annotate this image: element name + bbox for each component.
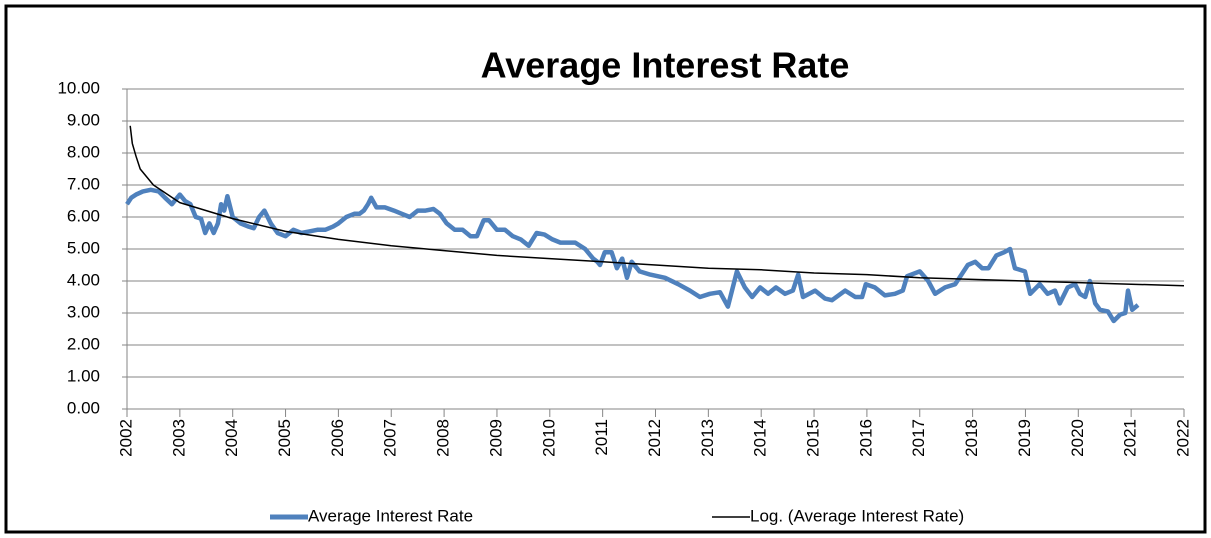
- x-tick-label: 2018: [962, 419, 981, 457]
- y-tick-label: 1.00: [67, 366, 100, 385]
- x-tick-label: 2007: [381, 419, 400, 457]
- y-tick-label: 3.00: [67, 302, 100, 321]
- x-tick-label: 2022: [1173, 419, 1192, 457]
- x-tick-label: 2010: [539, 419, 558, 457]
- y-tick-label: 10.00: [57, 78, 100, 97]
- series-line: [129, 125, 1185, 287]
- x-tick-label: 2020: [1068, 419, 1087, 457]
- y-tick-label: 6.00: [67, 206, 100, 225]
- legend-label: Average Interest Rate: [308, 506, 473, 525]
- chart-title: Average Interest Rate: [481, 45, 850, 86]
- x-tick-label: 2019: [1015, 419, 1034, 457]
- chart-border: [4, 4, 1207, 534]
- x-tick-label: 2005: [275, 419, 294, 457]
- y-tick-label: 5.00: [67, 238, 100, 257]
- x-tick-label: 2011: [592, 419, 611, 456]
- x-tick-label: 2003: [169, 419, 188, 457]
- x-tick-label: 2008: [434, 419, 453, 457]
- y-tick-label: 9.00: [67, 110, 100, 129]
- x-tick-label: 2004: [222, 419, 241, 457]
- x-tick-label: 2006: [328, 419, 347, 457]
- x-tick-label: 2015: [804, 419, 823, 457]
- x-tick-label: 2016: [856, 419, 875, 457]
- legend-label: Log. (Average Interest Rate): [750, 506, 964, 525]
- y-tick-label: 2.00: [67, 334, 100, 353]
- x-tick-label: 2002: [116, 419, 135, 457]
- y-tick-label: 8.00: [67, 142, 100, 161]
- x-tick-label: 2014: [751, 419, 770, 457]
- x-tick-label: 2021: [1121, 419, 1140, 457]
- x-tick-label: 2017: [909, 419, 928, 457]
- y-tick-label: 7.00: [67, 174, 100, 193]
- y-tick-label: 4.00: [67, 270, 100, 289]
- x-tick-label: 2009: [486, 419, 505, 457]
- x-tick-label: 2013: [698, 419, 717, 457]
- x-tick-label: 2012: [645, 419, 664, 457]
- y-tick-label: 0.00: [67, 398, 100, 417]
